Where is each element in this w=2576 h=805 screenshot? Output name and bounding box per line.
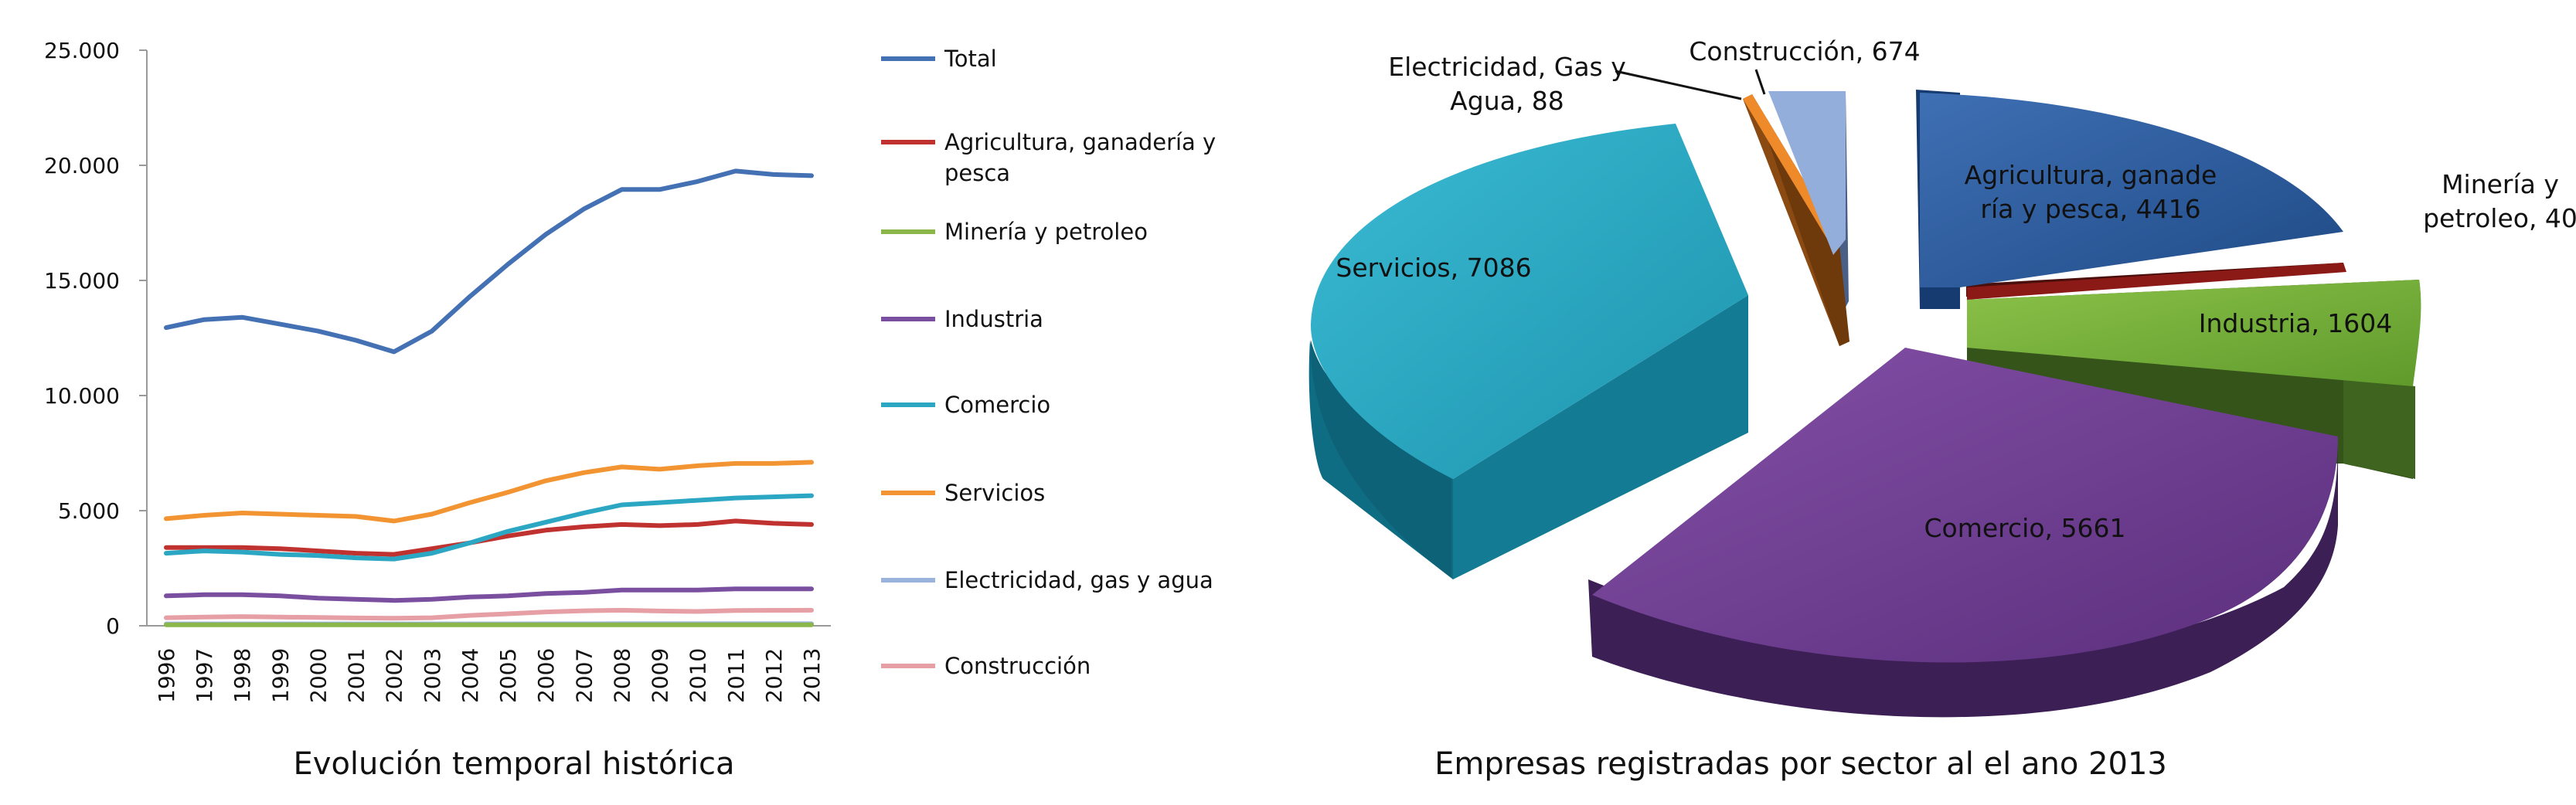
pie-label-mineria-y-petroleo: Minería y <box>2442 169 2559 199</box>
pie-label-comercio: Comercio, 5661 <box>1924 513 2126 543</box>
line-chart-title: Evolución temporal histórica <box>294 746 735 782</box>
series-line-servicios <box>164 460 814 524</box>
pie-slice-comercio <box>1592 348 2338 663</box>
pie-label-agricultura-ganaderia-y-pesca: Agricultura, ganade <box>1965 160 2217 190</box>
pie-label-electricidad-gas-y-agua-line2: Agua, 88 <box>1450 86 1564 116</box>
legend-label-mineria-y-petroleo: Minería y petroleo <box>944 219 1148 245</box>
x-tick-label: 2003 <box>420 648 445 703</box>
y-tick-label: 15.000 <box>44 268 120 294</box>
y-tick-label: 0 <box>106 613 120 639</box>
y-tick-label: 5.000 <box>58 498 120 524</box>
pie-slice-industria <box>1967 280 2421 386</box>
x-tick-label: 1997 <box>192 648 217 703</box>
pie-chart: Agricultura, ganade ría y pesca, 4416 Mine… <box>1308 36 2576 782</box>
x-tick-label: 2011 <box>723 648 749 703</box>
y-axis: 0 5.000 10.000 15.000 20.000 25.000 <box>44 38 148 639</box>
x-tick-label: 1998 <box>230 648 255 703</box>
legend-label-total: Total <box>944 46 997 72</box>
pie-label-industria: Industria, 1604 <box>2199 308 2393 338</box>
pie-label-construccion: Construcción, 674 <box>1689 36 1920 66</box>
legend-label-agricultura-ganaderia-y-pesca: Agricultura, ganadería y <box>944 129 1216 155</box>
x-tick-label: 1999 <box>267 648 293 703</box>
y-tick-label: 20.000 <box>44 153 120 178</box>
pie-label-agricultura-ganaderia-y-pesca-line2: ría y pesca, 4416 <box>1980 194 2200 224</box>
pie-slice-mineria <box>1967 263 2346 300</box>
legend: Total Agricultura, ganadería y pesca Minerí… <box>881 46 1216 679</box>
x-tick-label: 2002 <box>382 648 407 703</box>
pie-side-industria-front <box>2343 363 2415 479</box>
pie-slice-servicios <box>1310 124 1748 479</box>
pie-side-servicios-front <box>1453 295 1748 579</box>
series-line-total <box>164 168 814 355</box>
x-tick-label: 2009 <box>648 648 673 703</box>
series-line-comercio <box>164 493 814 562</box>
pie-side-electricidad-face <box>1752 94 1849 346</box>
line-series-group <box>164 168 814 627</box>
pie-labels: Agricultura, ganade ría y pesca, 4416 Mine… <box>1336 36 2576 543</box>
legend-label-construccion: Construcción <box>944 653 1091 679</box>
legend-label-electricidad-gas-y-agua: Electricidad, gas y agua <box>944 567 1213 593</box>
pie-chart-title: Empresas registradas por sector al el an… <box>1434 746 2167 782</box>
x-tick-label: 2012 <box>761 648 787 703</box>
pie-label-servicios: Servicios, 7086 <box>1336 253 1531 283</box>
pie-label-mineria-y-petroleo-line2: petroleo, 40 <box>2423 203 2576 233</box>
x-tick-label: 2006 <box>533 648 559 703</box>
pie-slice-construccion <box>1768 91 1846 255</box>
series-line-industria <box>164 586 814 603</box>
x-tick-label: 2001 <box>344 648 369 703</box>
x-axis: 1996 1997 1998 1999 2000 2001 2002 2003 2004 2005… <box>147 625 831 703</box>
pie-slice-agricultura <box>1920 93 2343 287</box>
leader-line-construccion <box>1754 69 1766 95</box>
leader-line-electricidad <box>1615 70 1742 100</box>
pie-label-electricidad-gas-y-agua: Electricidad, Gas y <box>1388 52 1626 82</box>
legend-label-agricultura-ganaderia-y-pesca-cont: pesca <box>944 160 1010 186</box>
x-tick-label: 2004 <box>458 648 483 703</box>
x-tick-label: 2000 <box>305 648 331 703</box>
legend-label-servicios: Servicios <box>944 480 1045 506</box>
x-tick-label: 2007 <box>571 648 597 703</box>
y-tick-label: 25.000 <box>44 38 120 63</box>
x-tick-label: 2005 <box>495 648 521 703</box>
legend-label-industria: Industria <box>944 306 1043 332</box>
legend-label-comercio: Comercio <box>944 392 1050 418</box>
x-tick-label: 2008 <box>609 648 635 703</box>
x-tick-label: 1996 <box>154 648 179 703</box>
series-line-construccion <box>164 607 814 621</box>
y-tick-label: 10.000 <box>44 383 120 409</box>
x-tick-label: 2010 <box>686 648 711 703</box>
x-tick-label: 2013 <box>799 648 825 703</box>
